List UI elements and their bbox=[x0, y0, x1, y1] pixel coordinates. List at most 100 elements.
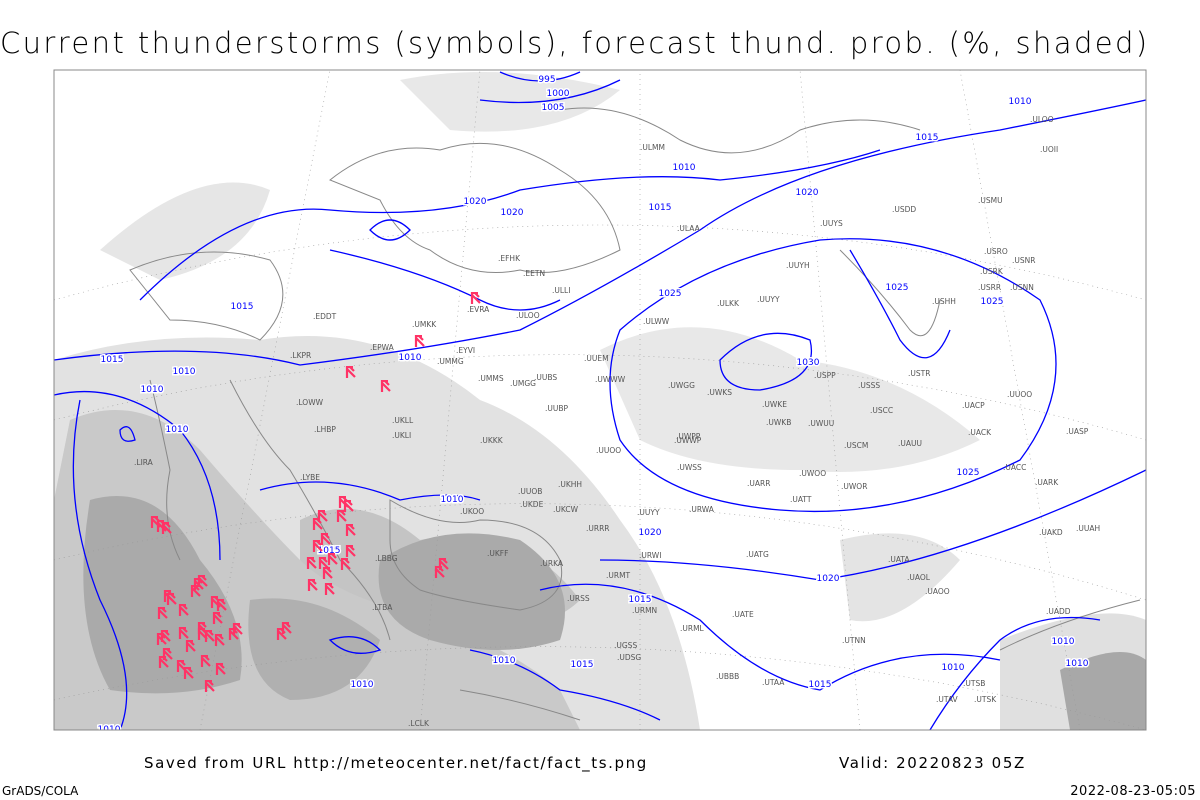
station-label: .URSS bbox=[567, 594, 590, 603]
isobar-label: 1005 bbox=[542, 103, 565, 113]
station-label: .URKA bbox=[540, 559, 564, 568]
station-label: .USNR bbox=[1012, 256, 1035, 265]
isobar-label: 1010 bbox=[673, 163, 696, 173]
station-label: .UUEM bbox=[584, 354, 609, 363]
graticule bbox=[54, 70, 1146, 730]
shade-dark-region bbox=[1060, 652, 1146, 730]
isobar-label: 995 bbox=[538, 75, 555, 85]
station-label: .UUBS bbox=[534, 373, 557, 382]
station-label: .UWUU bbox=[808, 419, 834, 428]
station-label: .UTNN bbox=[842, 636, 866, 645]
shade-dark-region bbox=[248, 598, 380, 700]
coastlines-borders bbox=[129, 107, 1141, 721]
station-label: .UDSG bbox=[617, 653, 641, 662]
station-label: .UWWP bbox=[674, 436, 702, 445]
station-label: .USPP bbox=[814, 371, 836, 380]
station-label: .USCM bbox=[844, 441, 868, 450]
station-label: .UUYY bbox=[757, 295, 780, 304]
station-label: .UMMS bbox=[478, 374, 504, 383]
station-label: .LKPR bbox=[290, 351, 311, 360]
station-label: .UOII bbox=[1040, 145, 1058, 154]
station-label: .UTAV bbox=[936, 695, 959, 704]
source-url-text: Saved from URL http://meteocenter.net/fa… bbox=[144, 754, 648, 772]
generation-timestamp: 2022-08-23-05:05 bbox=[1070, 784, 1196, 799]
isobar-label: 1010 bbox=[1009, 97, 1032, 107]
station-label: .UBBB bbox=[716, 672, 739, 681]
station-label: .UGSS bbox=[614, 641, 637, 650]
isobar-label: 1015 bbox=[916, 133, 939, 143]
station-label: .UWWW bbox=[595, 375, 626, 384]
isobar-label: 1025 bbox=[886, 283, 909, 293]
isobar-label: 1010 bbox=[141, 385, 164, 395]
station-label: .URRR bbox=[586, 524, 610, 533]
station-label: .UWKS bbox=[707, 388, 732, 397]
station-label: .UMMG bbox=[437, 357, 464, 366]
station-label: .UUYH bbox=[786, 261, 810, 270]
isobar-label: 1010 bbox=[98, 725, 121, 735]
station-label: .USRK bbox=[980, 267, 1004, 276]
station-label: .LHBP bbox=[314, 425, 336, 434]
isobar-label: 1010 bbox=[942, 663, 965, 673]
station-label: .UUOO bbox=[1007, 390, 1032, 399]
map-frame bbox=[53, 69, 1147, 731]
isobar-label: 1015 bbox=[231, 302, 254, 312]
station-label: .UKDE bbox=[520, 500, 544, 509]
station-label: .UARK bbox=[1035, 478, 1059, 487]
station-label: .EFHK bbox=[498, 254, 521, 263]
station-label: .UUAH bbox=[1076, 524, 1100, 533]
station-label: .USCC bbox=[870, 406, 893, 415]
station-label: .UKLI bbox=[392, 431, 411, 440]
station-label: .USDD bbox=[892, 205, 916, 214]
station-label: .UACC bbox=[1003, 463, 1026, 472]
isobar-label: 1015 bbox=[649, 203, 672, 213]
software-credit: GrADS/COLA bbox=[2, 784, 79, 798]
station-label: .UACP bbox=[962, 401, 985, 410]
station-label: .UWPP bbox=[676, 432, 701, 441]
station-label: .UADD bbox=[1046, 607, 1071, 616]
station-label: .UWOO bbox=[799, 469, 826, 478]
station-label: .UKKK bbox=[480, 436, 504, 445]
station-label: .UMKK bbox=[412, 320, 437, 329]
station-label: .LCLK bbox=[408, 719, 430, 728]
station-label: .LTBA bbox=[372, 603, 393, 612]
station-label: .ULAA bbox=[677, 224, 701, 233]
station-label: .UKOO bbox=[460, 507, 484, 516]
isobar-label: 1025 bbox=[659, 289, 682, 299]
isobar-label: 1015 bbox=[809, 680, 832, 690]
station-label: .UWSS bbox=[677, 463, 702, 472]
isobar-label: 1010 bbox=[166, 425, 189, 435]
isobars bbox=[54, 71, 1146, 730]
station-label: .UWKE bbox=[762, 400, 787, 409]
shade-dark-region bbox=[83, 496, 242, 694]
station-label: .UTSK bbox=[974, 695, 997, 704]
station-label: .USHH bbox=[932, 297, 956, 306]
station-label: .UAOL bbox=[907, 573, 931, 582]
station-label: .LBBG bbox=[375, 554, 398, 563]
isobar-label: 1010 bbox=[1066, 659, 1089, 669]
isobar-label: 1015 bbox=[629, 595, 652, 605]
station-label: .UAUU bbox=[898, 439, 922, 448]
station-label: .EPWA bbox=[370, 343, 395, 352]
isobar-label: 1020 bbox=[501, 208, 524, 218]
station-label: .UUYS bbox=[820, 219, 843, 228]
station-label: .UWKB bbox=[766, 418, 791, 427]
station-label: .UACK bbox=[968, 428, 992, 437]
station-label: .UKHH bbox=[558, 480, 582, 489]
isobar-label: 1015 bbox=[101, 355, 124, 365]
station-label: .USTR bbox=[908, 369, 930, 378]
station-label: .EDDT bbox=[313, 312, 337, 321]
station-label: .EYVI bbox=[456, 346, 475, 355]
station-label: .ULLI bbox=[552, 286, 570, 295]
shade-dark-region bbox=[378, 533, 565, 650]
isobar-label: 1010 bbox=[441, 495, 464, 505]
station-label: .URML bbox=[680, 624, 705, 633]
isobar-label: 1010 bbox=[173, 367, 196, 377]
station-label: .UMGG bbox=[510, 379, 536, 388]
station-label: .USSS bbox=[858, 381, 880, 390]
station-label: .ULOO bbox=[1030, 115, 1054, 124]
station-label: .UATE bbox=[732, 610, 754, 619]
station-label: .LIRA bbox=[134, 458, 154, 467]
isobar-label: 1020 bbox=[796, 188, 819, 198]
isobar-label: 1020 bbox=[817, 574, 840, 584]
station-label: .USRR bbox=[978, 283, 1001, 292]
